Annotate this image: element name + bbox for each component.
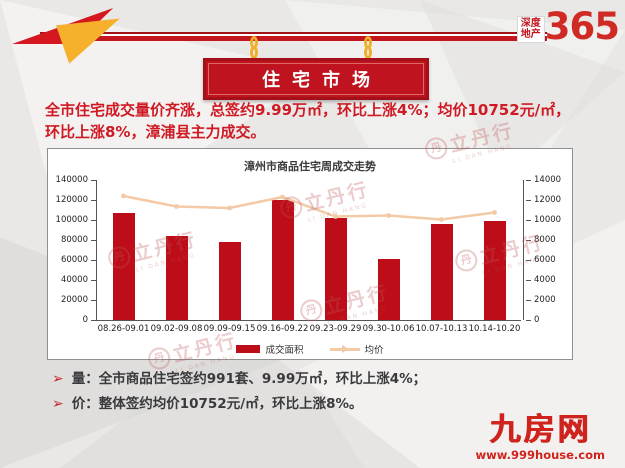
bullet-arrow-icon: ➢ (52, 396, 64, 412)
legend-line-swatch (329, 344, 360, 353)
site-name: 九房网 (489, 412, 592, 448)
axis-tick-label: 20000 (60, 295, 88, 305)
bullet-text-volume: 量：全市商品住宅签约991套、9.99万㎡，环比上涨4%； (71, 371, 427, 387)
rope-icon (249, 36, 259, 63)
axis-tick-mark (526, 280, 531, 281)
axis-tick-label: 0 (534, 315, 540, 325)
axis-tick-label: 4000 (534, 275, 556, 285)
chart-bar (430, 224, 453, 320)
axis-tick-label: 40000 (60, 275, 88, 285)
axis-tick-mark (526, 260, 531, 261)
axis-tick-label: 100000 (55, 215, 88, 225)
axis-tick-label: 120000 (55, 195, 88, 205)
chart-bar-slot (150, 180, 203, 320)
site-logo: 九房网 www.999house.com (475, 412, 606, 463)
chart-x-axis-labels: 08.26-09.01 09.02-09.08 09.09-09.15 09.16-0… (97, 320, 521, 334)
legend-bar-swatch (236, 345, 261, 353)
x-axis-label: 10.14-10.20 (468, 324, 521, 334)
chart-plot-area (96, 180, 521, 321)
axis-tick-label: 80000 (60, 235, 88, 245)
axis-tick-label: 8000 (534, 235, 556, 245)
chart-bar (218, 241, 241, 320)
axis-tick-label: 10000 (534, 215, 562, 225)
axis-tick-label: 2000 (534, 295, 556, 305)
axis-tick-mark (91, 240, 96, 241)
axis-tick-label: 12000 (534, 195, 562, 205)
chart-bar-slot (256, 180, 309, 320)
axis-tick-mark (91, 300, 96, 301)
legend-label: 成交面积 (265, 345, 304, 356)
legend-label: 均价 (364, 345, 384, 356)
legend-line-marker-icon (341, 344, 349, 353)
axis-tick-label: 60000 (60, 255, 88, 265)
x-axis-label: 08.26-09.01 (97, 324, 150, 334)
chart-bars (97, 180, 521, 320)
axis-tick-mark (526, 240, 531, 241)
chart-bar-slot (309, 180, 362, 320)
x-axis-label: 10.07-10.13 (415, 324, 468, 334)
chart-bar (165, 235, 188, 320)
chart-bar-slot (203, 180, 256, 320)
legend-item: 均价 (329, 342, 384, 356)
axis-tick-mark (91, 260, 96, 261)
bullet-text-price: 价：整体签约均价10752元/㎡，环比上涨8%。 (71, 396, 363, 412)
chart-price-line (121, 193, 497, 222)
chart-card: 漳州市商品住宅周成交走势 0 20000 40000 60000 80000 100000… (47, 148, 573, 360)
x-axis-label: 09.02-09.08 (150, 324, 203, 334)
chart-legend: 成交面积 均价 (48, 342, 572, 356)
brand-logo-number: 365 (544, 5, 620, 48)
axis-tick-label: 14000 (534, 175, 562, 185)
section-banner: 住宅市场 (203, 58, 429, 100)
chart-body: 0 20000 40000 60000 80000 100000 120000 140000 … (48, 175, 572, 325)
chart-bar (271, 199, 294, 320)
paper-plane-yellow-wing (56, 18, 120, 64)
axis-tick-mark (526, 300, 531, 301)
brand-logo-text: 深度 地产 (516, 16, 545, 43)
header-rule-line (40, 32, 547, 41)
chart-bar (483, 220, 506, 320)
axis-tick-label: 0 (82, 315, 88, 325)
list-item: ➢ 价：整体签约均价10752元/㎡，环比上涨8%。 (52, 394, 592, 414)
chart-bar-slot (97, 180, 150, 320)
chart-bar-slot (362, 180, 415, 320)
summary-text: 全市住宅成交量价齐涨，总签约9.99万㎡，环比上涨4%；均价10752元/㎡，环… (45, 101, 571, 141)
site-url: www.999house.com (475, 448, 606, 462)
rope-icon (363, 36, 373, 63)
chart-bar (112, 213, 135, 320)
bullet-list: ➢ 量：全市商品住宅签约991套、9.99万㎡，环比上涨4%； ➢ 价：整体签约… (52, 369, 592, 419)
axis-tick-mark (526, 320, 531, 321)
chart-title: 漳州市商品住宅周成交走势 (244, 160, 376, 173)
paper-plane-icon (12, 8, 122, 66)
brand-logo: 深度 地产 365 (516, 5, 620, 48)
chart-right-axis: 0 2000 4000 6000 8000 10000 12000 14000 (523, 175, 570, 325)
chart-bar-slot (415, 180, 468, 320)
chart-left-axis: 0 20000 40000 60000 80000 100000 120000 140000 (48, 175, 96, 325)
chart-bar-slot (468, 180, 521, 320)
x-axis-label: 09.23-09.29 (309, 324, 362, 334)
axis-tick-mark (91, 220, 96, 221)
brand-logo-line1: 深度 (520, 18, 541, 29)
brand-logo-line2: 地产 (520, 28, 541, 40)
axis-tick-mark (91, 280, 96, 281)
section-banner-title: 住宅市场 (262, 70, 382, 91)
legend-item: 成交面积 (236, 342, 304, 356)
list-item: ➢ 量：全市商品住宅签约991套、9.99万㎡，环比上涨4%； (52, 369, 592, 389)
axis-tick-mark (526, 200, 531, 201)
axis-tick-mark (91, 200, 96, 201)
chart-bar (377, 258, 400, 320)
axis-tick-label: 140000 (55, 175, 88, 185)
x-axis-label: 09.09-09.15 (203, 324, 256, 334)
bullet-arrow-icon: ➢ (52, 371, 64, 387)
chart-bar (324, 218, 347, 320)
axis-tick-label: 6000 (534, 255, 556, 265)
axis-tick-mark (526, 220, 531, 221)
axis-tick-mark (91, 320, 96, 321)
axis-tick-mark (526, 180, 531, 181)
x-axis-label: 09.16-09.22 (256, 324, 309, 334)
x-axis-label: 09.30-10.06 (362, 324, 415, 334)
axis-tick-mark (91, 180, 96, 181)
